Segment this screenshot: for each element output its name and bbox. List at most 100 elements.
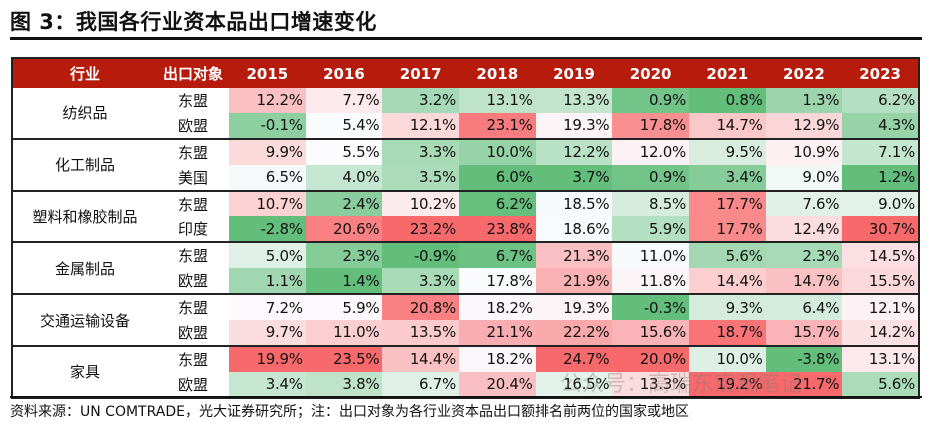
value-cell: 18.2% <box>458 344 536 372</box>
value-cell: 5.6% <box>688 241 766 269</box>
value-cell: 12.1% <box>382 112 459 139</box>
value-cell: 4.0% <box>305 164 383 191</box>
value-cell: 18.2% <box>458 293 536 321</box>
value-cell: 18.6% <box>535 216 613 243</box>
value-cell: 5.0% <box>229 241 306 269</box>
value-cell: 23.1% <box>458 112 536 139</box>
value-cell: 19.3% <box>535 293 613 321</box>
table-body: 纺织品 东盟 12.2% 7.7% 3.2% 13.1% 13.3% 0.9% 0.8% 1.3%… <box>12 88 919 398</box>
value-cell: 3.4% <box>688 164 766 191</box>
table-row: 美国 6.5% 4.0% 3.5% 6.0% 3.7% 0.9% 3.4% 9.0% 1.2% <box>12 164 919 191</box>
value-cell: 6.7% <box>382 371 459 398</box>
value-cell: 14.4% <box>688 268 766 295</box>
value-cell: 11.0% <box>305 320 383 346</box>
industry-cell: 塑料和橡胶制品 <box>12 189 157 243</box>
value-cell: -0.3% <box>612 293 689 321</box>
value-cell: 10.7% <box>229 189 306 217</box>
table-row: 化工制品 东盟 9.9% 5.5% 3.3% 10.0% 12.2% 12.0% 9.5% 10.… <box>12 137 919 191</box>
value-cell: 20.0% <box>612 344 689 372</box>
value-cell: 0.8% <box>688 88 766 113</box>
industry-cell: 交通运输设备 <box>12 293 157 346</box>
value-cell: 0.9% <box>612 88 689 113</box>
table-row: 印度 -2.8% 20.6% 23.2% 23.8% 18.6% 5.9% 17.7% 12.4… <box>12 216 919 243</box>
value-cell: 20.6% <box>305 216 383 243</box>
header-target: 出口对象 <box>157 58 229 88</box>
value-cell: 12.1% <box>842 293 919 321</box>
value-cell: 12.2% <box>535 137 613 165</box>
value-cell: 6.2% <box>842 88 919 113</box>
value-cell: 13.1% <box>458 88 536 113</box>
value-cell: -3.8% <box>765 344 843 372</box>
table-row: 金属制品 东盟 5.0% 2.3% -0.9% 6.7% 21.3% 11.0% 5.6% 2.3… <box>12 241 919 295</box>
value-cell: 15.5% <box>842 268 919 295</box>
table-row: 欧盟 9.7% 11.0% 13.5% 21.1% 22.2% 15.6% 18.7% 15.7… <box>12 320 919 346</box>
value-cell: 6.0% <box>458 164 536 191</box>
value-cell: 1.4% <box>305 268 383 295</box>
value-cell: 7.2% <box>229 293 306 321</box>
industry-cell: 金属制品 <box>12 241 157 295</box>
value-cell: 22.2% <box>535 320 613 346</box>
target-cell: 东盟 <box>157 189 229 217</box>
target-cell: 东盟 <box>157 241 229 269</box>
value-cell: 21.3% <box>535 241 613 269</box>
value-cell: 5.9% <box>612 216 689 243</box>
value-cell: 3.3% <box>382 268 459 295</box>
value-cell: 9.5% <box>688 137 766 165</box>
header-year: 2019 <box>535 58 613 88</box>
value-cell: 0.9% <box>612 164 689 191</box>
value-cell: 24.7% <box>535 344 613 372</box>
value-cell: 15.7% <box>765 320 843 346</box>
header-year: 2018 <box>458 58 536 88</box>
value-cell: 18.5% <box>535 189 613 217</box>
value-cell: 16.5% <box>535 371 613 398</box>
header-year: 2022 <box>765 58 843 88</box>
value-cell: 12.0% <box>612 137 689 165</box>
header-year: 2017 <box>382 58 459 88</box>
value-cell: 20.4% <box>458 371 536 398</box>
industry-cell: 纺织品 <box>62 104 108 123</box>
value-cell: -0.9% <box>382 241 459 269</box>
value-cell: 13.3% <box>612 371 689 398</box>
value-cell: 15.6% <box>612 320 689 346</box>
value-cell: 9.0% <box>842 189 919 217</box>
target-cell: 欧盟 <box>177 272 208 291</box>
value-cell: 9.7% <box>229 320 306 346</box>
value-cell: 21.1% <box>458 320 536 346</box>
value-cell: 21.7% <box>765 371 843 398</box>
header-industry: 行业 <box>12 58 157 88</box>
title-divider <box>10 37 922 40</box>
table-row: 家具 东盟 19.9% 23.5% 14.4% 18.2% 24.7% 20.0% 10.0% -… <box>12 344 919 398</box>
value-cell: 10.2% <box>382 189 459 217</box>
value-cell: 17.7% <box>688 189 766 217</box>
header-year: 2015 <box>229 58 306 88</box>
header-row: 行业 出口对象 2015 2016 2017 2018 2019 2020 20… <box>12 58 919 88</box>
header-year: 2023 <box>842 58 919 88</box>
value-cell: 14.7% <box>765 268 843 295</box>
value-cell: 10.9% <box>765 137 843 165</box>
value-cell: 10.0% <box>458 137 536 165</box>
table-row: 塑料和橡胶制品 东盟 10.7% 2.4% 10.2% 6.2% 18.5% 8.5% 17.7… <box>12 189 919 243</box>
value-cell: 19.2% <box>688 371 766 398</box>
value-cell: 2.3% <box>305 241 383 269</box>
value-cell: 17.8% <box>612 112 689 139</box>
target-cell: 欧盟 <box>177 116 208 135</box>
value-cell: 3.3% <box>382 137 459 165</box>
industry-cell: 家具 <box>12 344 157 398</box>
target-cell: 东盟 <box>157 293 229 321</box>
value-cell: 17.8% <box>458 268 536 295</box>
value-cell: 7.6% <box>765 189 843 217</box>
target-cell: 欧盟 <box>177 375 208 394</box>
source-divider <box>10 396 922 398</box>
value-cell: 2.3% <box>765 241 843 269</box>
value-cell: 14.2% <box>842 320 919 346</box>
source-note: 资料来源：UN COMTRADE，光大证券研究所；注：出口对象为各行业资本品出口… <box>10 404 689 420</box>
value-cell: 12.2% <box>229 88 306 113</box>
value-cell: 21.9% <box>535 268 613 295</box>
value-cell: -0.1% <box>229 112 306 139</box>
value-cell: -2.8% <box>229 216 306 243</box>
value-cell: 17.7% <box>688 216 766 243</box>
value-cell: 6.4% <box>765 293 843 321</box>
value-cell: 3.4% <box>229 371 306 398</box>
table-row: 交通运输设备 东盟 7.2% 5.9% 20.8% 18.2% 19.3% -0.3% 9.3%… <box>12 293 919 346</box>
value-cell: 23.8% <box>458 216 536 243</box>
